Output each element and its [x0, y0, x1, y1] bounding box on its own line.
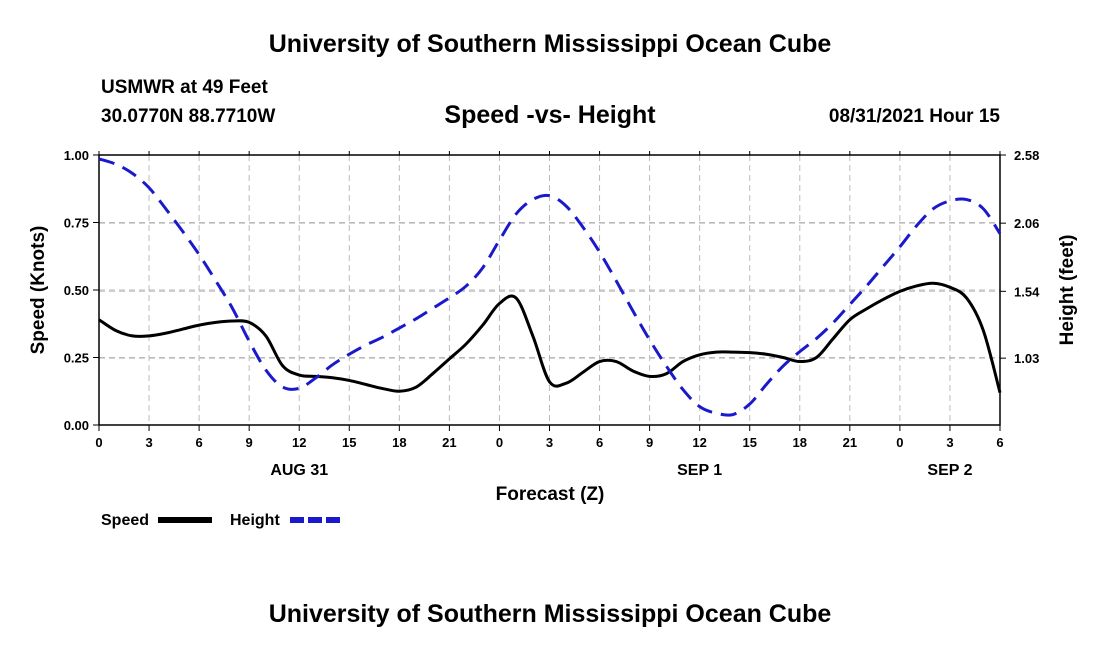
axis-ticks: 0 3 6 9 12 15 18 21 0 3 6 9 12 15 18 21 0 3 6 0.00 0.25 0.50 0…	[64, 148, 1040, 479]
height-series-line	[98, 157, 1002, 417]
y-right-tick-label: 1.54	[1014, 284, 1040, 299]
x-tick-label: 3	[145, 435, 152, 450]
legend: Speed Height	[101, 512, 342, 529]
chart-title: University of Southern Mississippi Ocean…	[268, 30, 832, 58]
x-tick-label: 0	[896, 435, 903, 450]
y-axis-left-title: Speed (Knots)	[28, 226, 49, 355]
x-tick-label: 21	[442, 435, 456, 450]
date-label: SEP 2	[927, 462, 972, 479]
x-tick-label: 3	[946, 435, 953, 450]
footer-title: University of Southern Mississippi Ocean…	[268, 600, 832, 628]
y-left-tick-label: 0.75	[64, 216, 89, 231]
x-tick-label: 6	[996, 435, 1003, 450]
x-tick-label: 9	[246, 435, 253, 450]
grid	[99, 154, 1000, 425]
y-right-tick-label: 2.06	[1014, 216, 1039, 231]
x-tick-label: 6	[596, 435, 603, 450]
y-right-tick-label: 1.03	[1014, 351, 1039, 366]
x-tick-label: 0	[95, 435, 102, 450]
forecast-date: 08/31/2021 Hour 15	[828, 106, 1000, 127]
y-left-tick-label: 1.00	[64, 148, 89, 163]
date-label: SEP 1	[677, 462, 722, 479]
date-label: AUG 31	[270, 462, 328, 479]
x-tick-label: 18	[392, 435, 406, 450]
x-tick-label: 15	[342, 435, 356, 450]
series	[98, 157, 1002, 417]
x-tick-label: 0	[496, 435, 503, 450]
x-tick-label: 12	[292, 435, 306, 450]
x-tick-label: 21	[843, 435, 857, 450]
x-tick-label: 18	[793, 435, 807, 450]
x-tick-label: 3	[546, 435, 553, 450]
y-left-tick-label: 0.25	[64, 351, 89, 366]
x-tick-label: 6	[195, 435, 202, 450]
station-label: USMWR at 49 Feet	[101, 77, 268, 98]
x-tick-label: 15	[742, 435, 756, 450]
chart-subtitle: Speed -vs- Height	[444, 101, 656, 129]
speed-series-line	[98, 281, 1002, 393]
x-tick-label: 12	[692, 435, 706, 450]
y-left-tick-label: 0.00	[64, 418, 89, 433]
x-axis-title: Forecast (Z)	[496, 484, 605, 505]
coordinates-label: 30.0770N 88.7710W	[101, 106, 276, 127]
x-tick-label: 9	[646, 435, 653, 450]
y-axis-right-title: Height (feet)	[1057, 235, 1078, 346]
y-left-tick-label: 0.50	[64, 283, 89, 298]
legend-label-height: Height	[230, 512, 280, 529]
legend-label-speed: Speed	[101, 512, 149, 529]
y-right-tick-label: 2.58	[1014, 148, 1039, 163]
